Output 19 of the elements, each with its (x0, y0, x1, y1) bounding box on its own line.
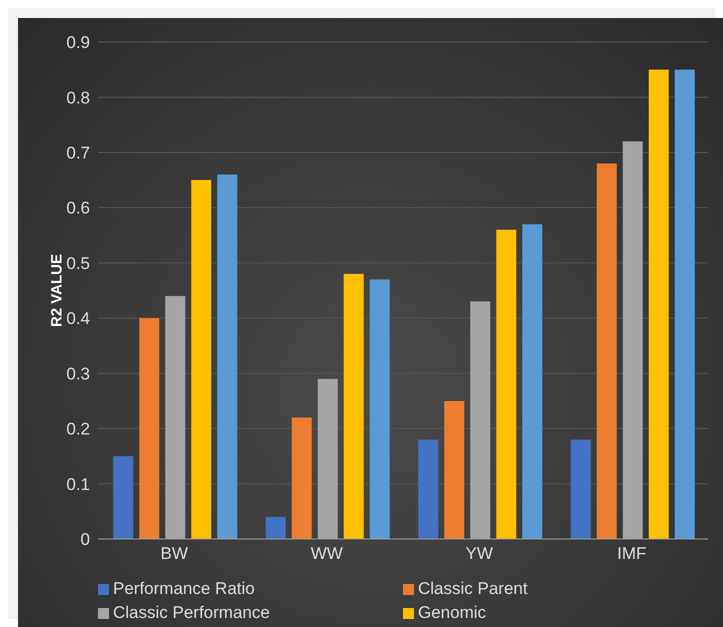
y-tick-label: 0.3 (66, 364, 90, 384)
x-tick-label: WW (310, 544, 343, 564)
y-tick-label: 0.2 (66, 420, 90, 439)
x-tick-label: YW (466, 544, 493, 564)
x-tick-label: BW (160, 544, 188, 564)
y-tick-label: 0 (80, 530, 90, 550)
y-axis-title: R2 VALUE (48, 254, 66, 328)
y-tick-label: 0.9 (66, 33, 90, 52)
y-tick-label: 0.6 (66, 198, 90, 218)
y-tick-label: 0.4 (66, 309, 90, 328)
legend-label: Classic Parent (418, 579, 528, 599)
y-tick-label: 0.8 (66, 88, 90, 108)
y-tick-label: 0.5 (66, 254, 90, 273)
legend-label: Classic Performance (113, 603, 270, 623)
legend-label: Genomic (418, 603, 486, 623)
legend-label: Performance Ratio (113, 579, 255, 599)
x-tick-label: IMF (617, 544, 646, 564)
y-tick-label: 0.1 (66, 474, 90, 494)
y-tick-label: 0.7 (66, 143, 90, 162)
